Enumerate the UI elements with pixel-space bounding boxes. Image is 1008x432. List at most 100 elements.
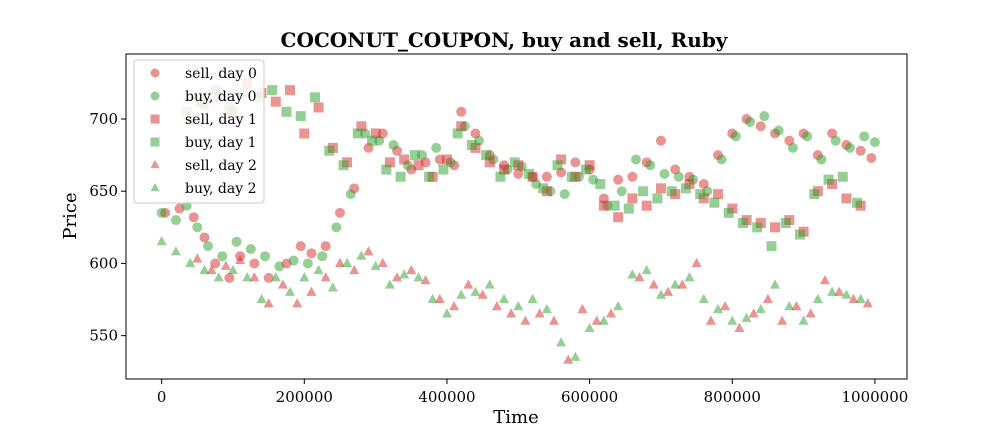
point-sell-triangle	[634, 272, 645, 282]
point-buy-square	[680, 183, 691, 194]
point-sell-circle	[541, 171, 552, 182]
point-sell-triangle	[192, 253, 203, 263]
point-buy-triangle	[342, 257, 353, 267]
point-buy-square	[324, 145, 335, 156]
point-sell-square	[285, 85, 296, 96]
point-buy-triangle	[270, 272, 281, 282]
legend-label: buy, day 1	[185, 135, 257, 151]
point-buy-square	[552, 160, 563, 171]
legend-label: sell, day 2	[185, 158, 257, 174]
point-sell-triangle	[777, 315, 788, 325]
point-sell-triangle	[677, 279, 688, 289]
point-buy-square	[310, 92, 321, 103]
point-buy-square	[609, 200, 620, 211]
point-sell-triangle	[349, 264, 360, 275]
point-buy-square	[709, 197, 720, 208]
point-sell-circle	[263, 272, 274, 283]
point-buy-triangle	[670, 279, 681, 289]
point-buy-circle	[816, 154, 827, 165]
point-sell-triangle	[220, 260, 231, 270]
point-buy-circle	[869, 137, 880, 148]
point-sell-square	[641, 200, 652, 211]
x-tick-label: 0	[157, 388, 167, 406]
point-buy-triangle	[527, 293, 538, 304]
point-buy-triangle	[655, 289, 666, 299]
point-buy-triangle	[684, 272, 695, 282]
point-sell-circle	[855, 145, 866, 156]
point-sell-triangle	[249, 272, 260, 282]
point-sell-circle	[210, 258, 221, 269]
point-buy-circle	[260, 251, 271, 262]
legend-marker-sell-triangle	[150, 159, 160, 169]
point-sell-square	[598, 200, 609, 211]
point-buy-circle	[245, 244, 256, 254]
point-buy-triangle	[841, 289, 852, 299]
point-buy-triangle	[827, 286, 838, 296]
point-sell-square	[556, 154, 567, 165]
point-sell-triangle	[848, 293, 859, 304]
point-buy-triangle	[356, 250, 367, 260]
point-sell-triangle	[606, 308, 617, 318]
point-buy-triangle	[741, 312, 752, 322]
point-sell-square	[770, 222, 781, 233]
point-sell-triangle	[277, 279, 288, 289]
point-buy-square	[495, 171, 506, 182]
point-buy-square	[452, 128, 463, 139]
point-buy-triangle	[413, 272, 424, 282]
point-sell-circle	[627, 171, 638, 182]
point-sell-square	[484, 157, 495, 168]
point-buy-square	[338, 160, 349, 171]
point-buy-triangle	[441, 308, 452, 318]
x-tick-label: 600000	[561, 388, 618, 406]
point-buy-triangle	[242, 272, 253, 282]
point-sell-circle	[295, 241, 306, 252]
point-buy-square	[409, 150, 420, 161]
point-buy-triangle	[541, 303, 552, 314]
legend-marker-sell-circle	[150, 68, 160, 78]
point-sell-triangle	[206, 264, 217, 275]
point-buy-triangle	[185, 257, 196, 267]
point-buy-circle	[716, 154, 727, 165]
point-buy-square	[367, 135, 378, 146]
point-buy-triangle	[513, 301, 524, 311]
point-buy-square	[281, 106, 292, 117]
point-buy-square	[752, 222, 763, 233]
point-sell-square	[356, 121, 367, 132]
point-buy-circle	[773, 125, 784, 136]
point-buy-square	[538, 183, 549, 194]
y-tick-label: 650	[89, 182, 118, 200]
y-tick-label: 700	[89, 110, 118, 128]
point-buy-circle	[156, 207, 167, 218]
point-buy-triangle	[399, 269, 410, 279]
point-sell-circle	[570, 157, 581, 168]
point-sell-square	[299, 128, 310, 139]
point-sell-circle	[866, 153, 877, 163]
point-buy-square	[795, 229, 806, 240]
point-sell-circle	[755, 121, 766, 132]
point-buy-square	[295, 111, 306, 122]
point-buy-circle	[673, 171, 684, 182]
point-sell-square	[712, 189, 723, 200]
point-buy-circle	[288, 255, 299, 266]
point-sell-triangle	[663, 286, 674, 296]
legend-label: sell, day 1	[185, 112, 257, 128]
point-sell-triangle	[762, 293, 773, 304]
point-buy-circle	[830, 135, 841, 146]
point-buy-square	[723, 207, 734, 218]
point-sell-triangle	[591, 315, 602, 325]
point-buy-triangle	[627, 269, 638, 279]
point-buy-triangle	[641, 264, 652, 275]
point-sell-circle	[334, 207, 345, 218]
point-sell-square	[613, 212, 624, 223]
legend-label: buy, day 0	[185, 89, 257, 105]
point-sell-triangle	[434, 293, 445, 304]
point-buy-triangle	[299, 272, 310, 282]
point-buy-circle	[859, 131, 870, 142]
point-buy-triangle	[327, 282, 338, 292]
point-sell-triangle	[334, 257, 345, 267]
point-buy-triangle	[384, 279, 395, 289]
legend: sell, day 0 buy, day 0 sell, day 1 buy, day…	[133, 59, 265, 204]
point-buy-triangle	[370, 260, 381, 270]
point-buy-square	[438, 164, 449, 175]
point-buy-circle	[745, 116, 756, 127]
